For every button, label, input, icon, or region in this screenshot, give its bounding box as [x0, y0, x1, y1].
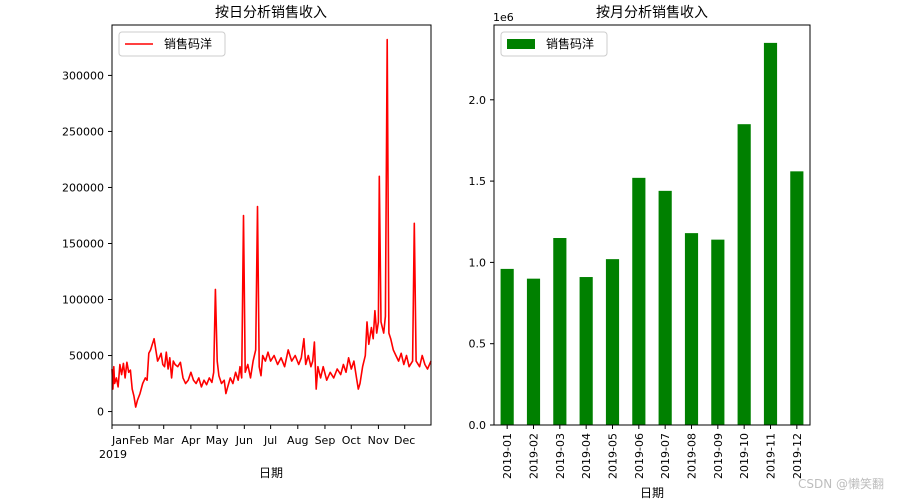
- monthly-bar: [553, 238, 567, 425]
- daily-x-tick-label: Aug: [287, 434, 308, 447]
- daily-x-tick-label: May: [206, 434, 229, 447]
- daily-y-tick-label: 200000: [62, 181, 104, 194]
- monthly-y-tick-label: 0.0: [469, 419, 487, 432]
- monthly-chart-title: 按月分析销售收入: [596, 5, 708, 21]
- daily-legend: 销售码洋: [118, 31, 226, 57]
- monthly-x-tick-label: 2019-10: [738, 433, 751, 479]
- daily-x-tick-label: Apr: [181, 434, 201, 447]
- monthly-legend-label: 销售码洋: [546, 36, 594, 51]
- daily-x-tick-label: Sep: [315, 434, 336, 447]
- monthly-bar: [763, 42, 778, 426]
- watermark: CSDN @懒笑翻: [798, 476, 884, 491]
- daily-y-tick-label: 250000: [62, 125, 104, 138]
- monthly-bar: [737, 124, 751, 426]
- daily-x-tick-label: Feb: [129, 434, 148, 447]
- monthly-x-tick-label: 2019-09: [712, 433, 725, 479]
- daily-y-tick-label: 0: [97, 406, 104, 419]
- daily-ticks: 0 50000 100000 150000 200000 250000 300000 Jan F…: [62, 69, 415, 447]
- daily-chart: 按日分析销售收入 0 50000 100000 150000 200000 250000 3…: [62, 5, 432, 480]
- daily-series-line: [111, 38, 432, 408]
- monthly-ticks: 0.0 0.5 1.0 1.5 2.0 2019-01 2019-02 2019-03 2019…: [469, 94, 804, 479]
- daily-x-tick-label: Jul: [263, 434, 277, 447]
- monthly-bar: [790, 171, 804, 425]
- daily-x-tick-label: Nov: [368, 434, 390, 447]
- monthly-y-tick-label: 2.0: [469, 94, 487, 107]
- daily-y-tick-label: 50000: [69, 350, 104, 363]
- monthly-x-tick-label: 2019-04: [580, 433, 593, 479]
- monthly-legend-box: [500, 31, 608, 57]
- monthly-bar: [605, 259, 620, 425]
- monthly-x-tick-label: 2019-01: [501, 433, 514, 479]
- monthly-bar: [579, 277, 593, 425]
- daily-legend-label: 销售码洋: [164, 36, 212, 51]
- monthly-bar: [526, 278, 541, 425]
- monthly-x-tick-label: 2019-07: [659, 433, 672, 479]
- monthly-chart: 按月分析销售收入 1e6 0.0 0.5 1.0 1.5 2.0 2019-01 2019-…: [469, 5, 811, 500]
- monthly-x-tick-label: 2019-03: [554, 433, 567, 479]
- monthly-plot-frame: [493, 24, 811, 426]
- monthly-bar: [658, 190, 672, 425]
- monthly-x-tick-label: 2019-06: [633, 433, 646, 479]
- monthly-y-tick-label: 0.5: [469, 338, 487, 351]
- monthly-x-tick-label: 2019-02: [528, 433, 541, 479]
- monthly-legend-swatch: [507, 39, 535, 49]
- daily-y-tick-label: 300000: [62, 69, 104, 82]
- monthly-y-tick-label: 1.0: [469, 256, 487, 269]
- monthly-legend: 销售码洋: [500, 31, 608, 57]
- daily-y-tick-label: 150000: [62, 237, 104, 250]
- daily-x-tick-label: Jan: [111, 434, 129, 447]
- daily-x-tick-label: Oct: [342, 434, 362, 447]
- monthly-y-tick-label: 1.5: [469, 175, 487, 188]
- monthly-bar: [632, 177, 646, 425]
- monthly-x-tick-label: 2019-08: [686, 433, 699, 479]
- monthly-bar: [500, 268, 514, 425]
- daily-x-tick-label: Dec: [394, 434, 415, 447]
- daily-plot-frame: [111, 24, 432, 426]
- daily-x-axis-label: 日期: [259, 466, 283, 480]
- monthly-x-tick-label: 2019-11: [765, 433, 778, 479]
- monthly-x-tick-label: 2019-12: [791, 433, 804, 479]
- daily-x-tick-label: Mar: [153, 434, 174, 447]
- daily-chart-title: 按日分析销售收入: [215, 5, 327, 21]
- daily-x-tick-label: Jun: [235, 434, 253, 447]
- daily-legend-box: [118, 31, 226, 57]
- daily-y-tick-label: 100000: [62, 294, 104, 307]
- monthly-x-tick-label: 2019-05: [607, 433, 620, 479]
- daily-year-label: 2019: [99, 448, 127, 461]
- monthly-y-offset-label: 1e6: [493, 11, 514, 24]
- monthly-bar: [684, 233, 699, 425]
- monthly-bars: [500, 42, 804, 426]
- monthly-x-axis-label: 日期: [640, 486, 664, 500]
- monthly-bar: [711, 239, 725, 425]
